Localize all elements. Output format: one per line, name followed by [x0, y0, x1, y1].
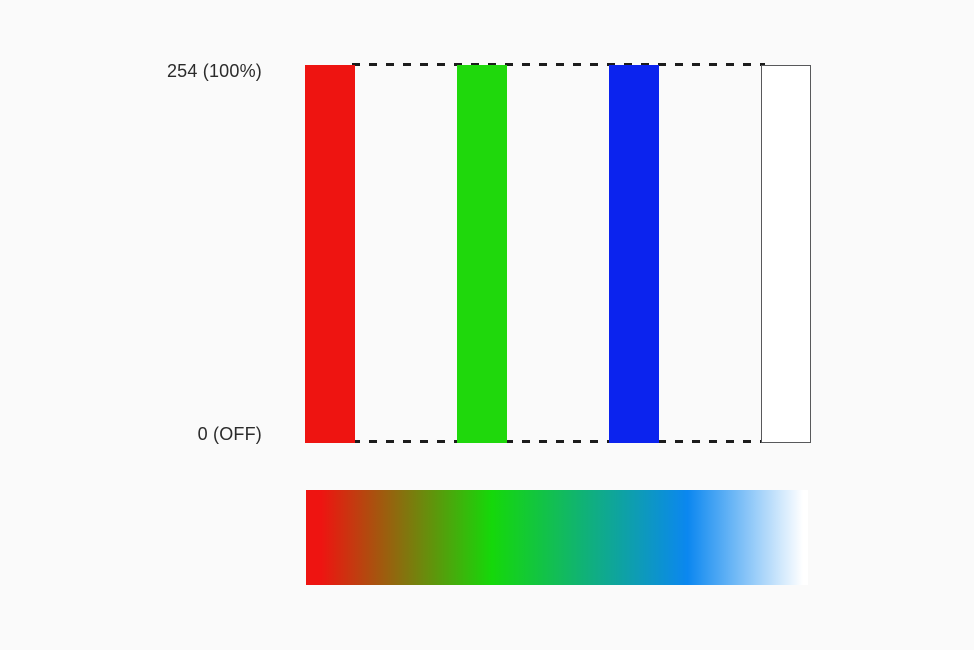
- bars-row: [305, 65, 811, 443]
- bar-blue: [609, 65, 659, 443]
- ytick-label-min: 0 (OFF): [197, 424, 262, 444]
- bar-red: [305, 65, 355, 443]
- bar-white: [761, 65, 811, 443]
- gradient-strip: [306, 490, 808, 585]
- bar-green: [457, 65, 507, 443]
- reference-line-max: [352, 63, 765, 66]
- ytick-label-max: 254 (100%): [166, 61, 262, 81]
- reference-line-min: [352, 440, 765, 443]
